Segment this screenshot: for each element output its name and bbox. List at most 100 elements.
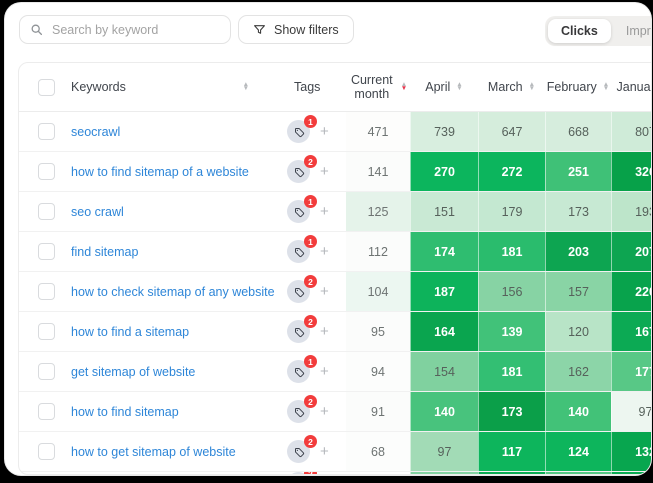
add-tag-button[interactable]: + — [320, 123, 329, 140]
month-value-cell: 251 — [545, 152, 611, 191]
add-tag-button[interactable]: + — [320, 163, 329, 180]
keyword-link[interactable]: how to find sitemap of a website — [71, 164, 249, 179]
tag-chip[interactable]: 2 — [287, 472, 317, 474]
keyword-cell: how to check sitemap of any website — [19, 272, 275, 311]
table-row: how to find sitemap of a website 2 +141 270… — [19, 151, 651, 191]
tag-chip[interactable]: 1 — [287, 195, 317, 223]
month-header-label: January — [616, 79, 651, 94]
row-checkbox[interactable] — [38, 323, 55, 340]
row-checkbox[interactable] — [38, 123, 55, 140]
search-input[interactable] — [50, 21, 220, 38]
tag-chip[interactable]: 1 — [287, 235, 317, 263]
row-checkbox[interactable] — [38, 283, 55, 300]
current-month-cell — [346, 472, 410, 474]
month-value-cell: 739 — [410, 112, 478, 151]
add-tag-button[interactable]: + — [320, 443, 329, 460]
keyword-link[interactable]: how to get sitemap of website — [71, 444, 236, 459]
month-value-cell: 177 — [611, 352, 651, 391]
current-month-cell: 112 — [346, 232, 410, 271]
add-tag-button[interactable]: + — [320, 363, 329, 380]
keywords-table: Keywords ▲ ▼ Tags Current month ▲ ▼ April ▲… — [18, 62, 651, 475]
month-value-cell: 139 — [478, 312, 545, 351]
month-value-cell: 173 — [545, 192, 611, 231]
keyword-link[interactable]: how to check sitemap of any website — [71, 284, 275, 299]
table-row: how to check sitemap of any website 2 +104… — [19, 271, 651, 311]
header-current-month[interactable]: Current month ▲ ▼ — [346, 73, 410, 102]
tag-chip[interactable]: 2 — [287, 275, 317, 303]
keywords-header-label: Keywords — [71, 79, 126, 94]
tag-chip[interactable]: 2 — [287, 395, 317, 423]
current-month-cell: 68 — [346, 432, 410, 471]
tag-icon — [293, 406, 305, 418]
keyword-link[interactable]: seo crawl — [71, 204, 124, 219]
month-value-cell: 140 — [545, 392, 611, 431]
table-row: seocrawl 1+471739647668807 — [19, 112, 651, 151]
keyword-link[interactable]: get sitemap of website — [71, 364, 196, 379]
table-row-partial: 2+ — [19, 471, 651, 474]
sort-arrows-icon[interactable]: ▲ ▼ — [456, 80, 463, 92]
sort-arrows-icon[interactable]: ▲ ▼ — [400, 80, 408, 92]
header-keywords[interactable]: Keywords ▲ ▼ — [19, 78, 259, 96]
table-row: get sitemap of website 1+94154181162177 — [19, 351, 651, 391]
tags-cell: 2+ — [259, 312, 346, 351]
tag-chip[interactable]: 1 — [287, 355, 317, 383]
show-filters-button[interactable]: Show filters — [238, 15, 354, 44]
row-checkbox[interactable] — [38, 443, 55, 460]
tag-chip[interactable]: 2 — [287, 435, 317, 463]
month-value-cell: 807 — [611, 112, 651, 151]
tag-count-badge: 1 — [304, 115, 317, 128]
row-checkbox[interactable] — [38, 403, 55, 420]
month-value-cell: 97 — [410, 432, 478, 471]
tag-count-badge: 2 — [304, 275, 317, 288]
month-value-cell: 272 — [478, 152, 545, 191]
sort-arrows-icon[interactable]: ▲ ▼ — [602, 80, 610, 92]
toggle-clicks[interactable]: Clicks — [548, 19, 611, 43]
current-month-cell: 104 — [346, 272, 410, 311]
sort-arrows-icon[interactable]: ▲ ▼ — [528, 80, 536, 92]
tags-cell: 2+ — [259, 472, 346, 474]
month-value-cell: 193 — [611, 192, 651, 231]
keyword-link[interactable]: how to find a sitemap — [71, 324, 190, 339]
header-month-march[interactable]: March ▲ ▼ — [478, 80, 545, 94]
add-tag-button[interactable]: + — [320, 403, 329, 420]
tags-header-label: Tags — [294, 79, 321, 94]
current-month-cell: 91 — [346, 392, 410, 431]
current-month-cell: 125 — [346, 192, 410, 231]
header-month-february[interactable]: February ▲ ▼ — [545, 80, 611, 94]
toggle-impressions[interactable]: Impressions — [625, 24, 651, 38]
row-checkbox[interactable] — [38, 163, 55, 180]
row-checkbox[interactable] — [38, 203, 55, 220]
select-all-checkbox[interactable] — [38, 78, 55, 96]
month-value-cell: 647 — [478, 112, 545, 151]
add-tag-button[interactable]: + — [320, 243, 329, 260]
row-checkbox[interactable] — [38, 363, 55, 380]
search-box[interactable] — [19, 15, 231, 44]
current-month-cell: 471 — [346, 112, 410, 151]
header-month-april[interactable]: April ▲ ▼ — [410, 80, 478, 94]
add-tag-button[interactable]: + — [320, 323, 329, 340]
tag-icon — [293, 446, 305, 458]
keyword-link[interactable]: find sitemap — [71, 244, 139, 259]
metric-toggle: Clicks Impressions — [545, 16, 651, 46]
tags-cell: 2+ — [259, 432, 346, 471]
month-value-cell: 181 — [478, 232, 545, 271]
month-value-cell: 220 — [611, 272, 651, 311]
tag-chip[interactable]: 2 — [287, 315, 317, 343]
current-month-cell: 141 — [346, 152, 410, 191]
month-value-cell: 173 — [478, 392, 545, 431]
month-value-cell: 162 — [545, 352, 611, 391]
tag-chip[interactable]: 1 — [287, 115, 317, 143]
header-month-january[interactable]: January▲▼ — [611, 80, 651, 94]
add-tag-button[interactable]: + — [320, 203, 329, 220]
sort-arrows-icon[interactable]: ▲ ▼ — [242, 80, 249, 92]
keyword-cell — [19, 472, 259, 474]
keyword-link[interactable]: seocrawl — [71, 124, 121, 139]
add-tag-button[interactable]: + — [320, 283, 329, 300]
month-value-cell: 174 — [410, 232, 478, 271]
keyword-link[interactable]: how to find sitemap — [71, 404, 179, 419]
tags-cell: 1 + — [259, 232, 346, 271]
tag-chip[interactable]: 2 — [287, 155, 317, 183]
current-month-cell: 95 — [346, 312, 410, 351]
row-checkbox[interactable] — [38, 243, 55, 260]
